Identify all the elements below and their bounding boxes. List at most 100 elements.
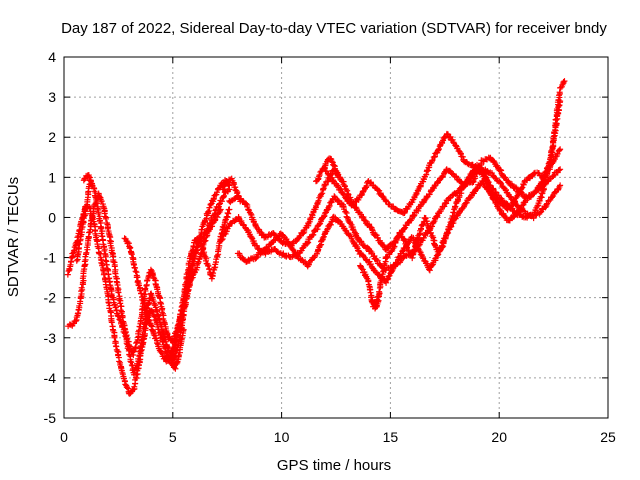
data-point (376, 290, 383, 297)
data-point (102, 257, 109, 264)
data-point (156, 316, 163, 323)
data-point (344, 197, 351, 204)
data-point (205, 263, 212, 270)
data-point (138, 337, 145, 344)
data-point (131, 383, 138, 390)
data-point (101, 247, 108, 254)
data-point (140, 329, 147, 336)
data-point (204, 208, 211, 215)
y-tick-label: -2 (44, 290, 57, 306)
x-tick-label: 0 (60, 429, 68, 445)
data-point (148, 322, 155, 329)
data-point (119, 323, 126, 330)
series-track-k (167, 326, 187, 372)
data-point (391, 243, 398, 250)
data-point (557, 146, 564, 153)
data-point (88, 217, 95, 224)
data-point (137, 287, 144, 294)
data-point (72, 318, 79, 325)
data-point (64, 271, 71, 278)
data-point (123, 340, 130, 347)
data-point (161, 321, 168, 328)
data-point (487, 186, 494, 193)
data-point (385, 273, 392, 280)
data-point (383, 254, 390, 261)
data-point (372, 231, 379, 238)
data-point (401, 236, 408, 243)
data-point (542, 168, 549, 175)
data-point (164, 331, 171, 338)
data-point (549, 144, 556, 151)
data-point (138, 290, 145, 297)
data-point (396, 253, 403, 260)
data-point (556, 92, 563, 99)
data-point (158, 350, 165, 357)
data-point (429, 157, 436, 164)
data-point (328, 158, 335, 165)
data-point (512, 184, 519, 191)
y-axis-label: SDTVAR / TECUs (5, 177, 22, 297)
data-point (550, 173, 557, 180)
data-point (221, 192, 228, 199)
data-point (145, 316, 152, 323)
data-point (154, 340, 161, 347)
data-point (358, 265, 365, 272)
y-tick-label: 2 (48, 129, 56, 145)
data-point (132, 268, 139, 275)
data-point (96, 193, 103, 200)
data-point (518, 185, 525, 192)
data-point (149, 309, 156, 316)
series-track-m (313, 155, 342, 185)
y-tick-label: -4 (44, 370, 57, 386)
data-point (537, 209, 544, 216)
data-point (162, 338, 169, 345)
data-point (83, 249, 90, 256)
data-point (542, 204, 549, 211)
data-point (116, 296, 123, 303)
data-point (106, 279, 113, 286)
data-point (383, 279, 390, 286)
data-point (202, 257, 209, 264)
data-point (540, 185, 547, 192)
series-track-n (369, 290, 383, 312)
data-point (534, 203, 541, 210)
data-point (358, 239, 365, 246)
data-point (394, 259, 401, 266)
data-point (444, 229, 451, 236)
y-tick-label: 4 (48, 49, 56, 65)
data-point (253, 254, 260, 261)
x-tick-label: 20 (491, 429, 507, 445)
chart-title: Day 187 of 2022, Sidereal Day-to-day VTE… (61, 20, 607, 37)
y-tick-label: -5 (44, 410, 57, 426)
data-point (561, 78, 568, 85)
data-point (401, 208, 408, 215)
series-track-l (219, 175, 244, 205)
data-point (89, 182, 96, 189)
data-point (111, 334, 118, 341)
data-point (557, 166, 564, 173)
data-point (439, 173, 446, 180)
data-point (367, 247, 374, 254)
data-point (224, 209, 231, 216)
data-point (124, 345, 131, 352)
data-point (497, 179, 504, 186)
data-point (537, 193, 544, 200)
data-point (105, 271, 112, 278)
data-point (122, 332, 129, 339)
data-point (388, 248, 395, 255)
data-point (426, 191, 433, 198)
data-point (461, 158, 468, 165)
data-point (127, 358, 134, 365)
series-track-j (80, 172, 96, 189)
data-point (319, 235, 326, 242)
data-point (462, 179, 469, 186)
data-point (452, 203, 459, 210)
data-point (357, 262, 364, 269)
data-point (158, 348, 165, 355)
x-tick-label: 5 (169, 429, 177, 445)
data-point (140, 299, 147, 306)
data-point (342, 208, 349, 215)
data-point (318, 191, 325, 198)
data-point (315, 197, 322, 204)
data-point (67, 258, 74, 265)
